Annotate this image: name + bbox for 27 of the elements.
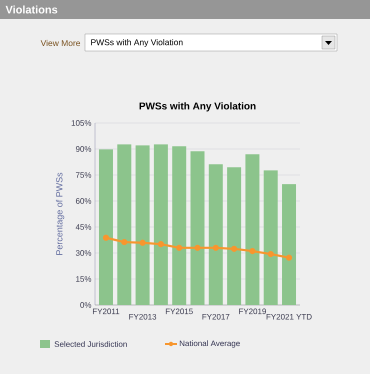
bar (282, 184, 296, 305)
y-axis-title: Percentage of PWSs (56, 172, 64, 255)
point (212, 244, 219, 251)
point (102, 234, 110, 241)
bar (190, 151, 205, 305)
point (158, 241, 164, 248)
point (268, 250, 274, 258)
text: Violations (6, 5, 58, 14)
bar (208, 164, 223, 305)
point (139, 240, 146, 246)
point (121, 238, 128, 246)
point (194, 244, 201, 251)
point (286, 254, 292, 261)
bar (245, 154, 260, 305)
bar (264, 170, 278, 305)
bar (98, 149, 113, 305)
text: PWSs with Any Violation (91, 39, 183, 47)
bar (227, 167, 242, 305)
chart-title: PWSs with Any Violation (140, 102, 256, 112)
point (249, 248, 256, 254)
bar (154, 144, 168, 305)
bar (117, 144, 132, 305)
text: View More (40, 40, 80, 46)
bar (172, 146, 186, 305)
point (176, 244, 182, 251)
point (231, 246, 238, 252)
bar (136, 145, 150, 305)
